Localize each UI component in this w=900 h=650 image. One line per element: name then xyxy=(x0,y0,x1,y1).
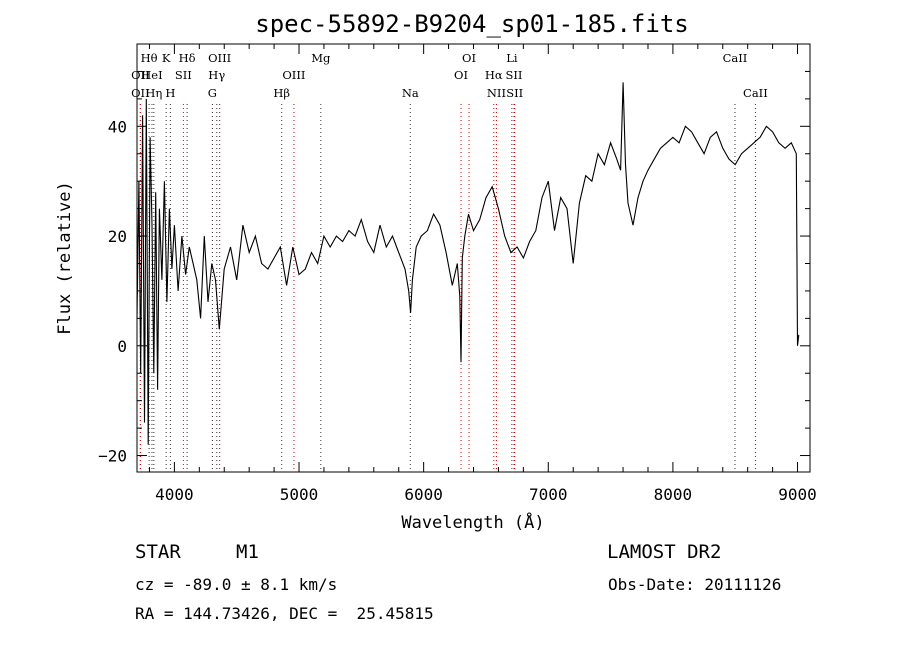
line-label: SII xyxy=(506,68,523,82)
class-label: STAR xyxy=(135,541,181,563)
line-label: CaII xyxy=(743,86,768,100)
line-label: G xyxy=(208,86,217,100)
line-label: Na xyxy=(402,86,419,100)
obs-date: Obs-Date: 20111126 xyxy=(608,575,782,594)
line-label: CaII xyxy=(723,51,748,65)
line-label: OII xyxy=(131,86,150,100)
plot-frame xyxy=(136,43,811,473)
chart-title: spec-55892-B9204_sp01-185.fits xyxy=(255,10,688,38)
line-label: HeI xyxy=(141,68,162,82)
y-tick-label: 0 xyxy=(117,337,127,356)
line-label: Hγ xyxy=(208,68,225,82)
line-label: H xyxy=(165,86,175,100)
spectrum-series xyxy=(136,82,800,445)
line-label: OIII xyxy=(208,51,231,65)
x-tick-label: 4000 xyxy=(155,485,194,504)
line-label: Hη xyxy=(145,86,162,100)
y-tick-label: −20 xyxy=(98,447,127,466)
line-label: Hβ xyxy=(273,86,290,100)
y-axis-label: Flux (relative) xyxy=(55,181,75,335)
line-label: Hα xyxy=(485,68,503,82)
axis-ticks: 4000 5000 6000 7000 8000 9000 −20 0 20 40 xyxy=(98,43,817,504)
line-label: OI xyxy=(454,68,468,82)
line-label: Hδ xyxy=(179,51,196,65)
y-tick-label: 40 xyxy=(108,117,127,136)
x-axis-label: Wavelength (Å) xyxy=(401,511,544,533)
line-label: OII xyxy=(131,68,150,82)
y-tick-label: 20 xyxy=(108,227,127,246)
line-label: OIII xyxy=(282,68,305,82)
subclass-label: M1 xyxy=(236,541,259,563)
x-tick-label: 7000 xyxy=(529,485,568,504)
line-label: NII xyxy=(487,86,506,100)
spectrum-line xyxy=(136,82,800,445)
x-tick-label: 6000 xyxy=(404,485,443,504)
line-label: Li xyxy=(506,51,518,65)
survey-label: LAMOST DR2 xyxy=(607,541,722,563)
line-label: Hθ xyxy=(141,51,158,65)
cz-value: cz = -89.0 ± 8.1 km/s xyxy=(135,575,338,594)
x-tick-label: 5000 xyxy=(280,485,319,504)
ra-dec: RA = 144.73426, DEC = 25.45815 xyxy=(135,604,434,623)
line-label: K xyxy=(162,51,171,65)
line-label: OI xyxy=(462,51,476,65)
x-tick-label: 9000 xyxy=(778,485,817,504)
x-tick-label: 8000 xyxy=(654,485,693,504)
line-label: SII xyxy=(506,86,523,100)
line-label: Mg xyxy=(311,51,331,65)
line-label: SII xyxy=(175,68,192,82)
